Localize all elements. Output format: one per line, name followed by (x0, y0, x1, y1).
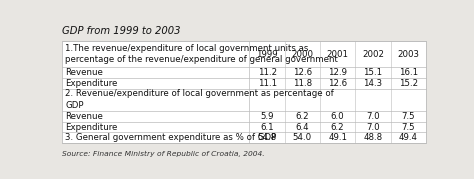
Text: 7.0: 7.0 (366, 112, 380, 120)
Text: 12.6: 12.6 (328, 79, 347, 88)
Text: 54.0: 54.0 (293, 134, 312, 142)
Text: 11.1: 11.1 (257, 79, 277, 88)
Text: 11.8: 11.8 (293, 79, 312, 88)
Text: 14.3: 14.3 (364, 79, 383, 88)
Text: 6.0: 6.0 (331, 112, 345, 120)
Text: 48.8: 48.8 (364, 134, 383, 142)
Text: 12.6: 12.6 (293, 68, 312, 77)
Text: 2002: 2002 (362, 50, 384, 59)
Text: Source: Finance Ministry of Republic of Croatia, 2004.: Source: Finance Ministry of Republic of … (62, 150, 265, 157)
Text: Expenditure: Expenditure (65, 79, 118, 88)
Text: 6.2: 6.2 (331, 122, 345, 132)
Text: 54.8: 54.8 (257, 134, 277, 142)
Text: 7.0: 7.0 (366, 122, 380, 132)
Text: 7.5: 7.5 (401, 122, 415, 132)
Text: Revenue: Revenue (65, 68, 103, 77)
Text: 12.9: 12.9 (328, 68, 347, 77)
Text: 16.1: 16.1 (399, 68, 418, 77)
Bar (62, 42, 426, 143)
Text: 7.5: 7.5 (401, 112, 415, 120)
Bar (62, 42, 426, 143)
Text: 5.9: 5.9 (260, 112, 274, 120)
Text: 49.4: 49.4 (399, 134, 418, 142)
Text: 6.1: 6.1 (260, 122, 274, 132)
Text: 2003: 2003 (397, 50, 419, 59)
Text: 1.The revenue/expenditure of local government units as
percentage of the revenue: 1.The revenue/expenditure of local gover… (65, 44, 338, 64)
Text: 15.1: 15.1 (364, 68, 383, 77)
Text: Revenue: Revenue (65, 112, 103, 120)
Text: 2. Revenue/expenditure of local government as percentage of
GDP: 2. Revenue/expenditure of local governme… (65, 89, 334, 110)
Text: 49.1: 49.1 (328, 134, 347, 142)
Text: 11.2: 11.2 (257, 68, 277, 77)
Text: 3. General government expenditure as % of GDP: 3. General government expenditure as % o… (65, 134, 276, 142)
Text: 6.2: 6.2 (296, 112, 309, 120)
Text: 2000: 2000 (292, 50, 313, 59)
Text: 2001: 2001 (327, 50, 349, 59)
Text: 1999: 1999 (256, 50, 278, 59)
Text: 6.4: 6.4 (296, 122, 309, 132)
Text: Expenditure: Expenditure (65, 122, 118, 132)
Text: GDP from 1999 to 2003: GDP from 1999 to 2003 (62, 26, 181, 36)
Text: 15.2: 15.2 (399, 79, 418, 88)
